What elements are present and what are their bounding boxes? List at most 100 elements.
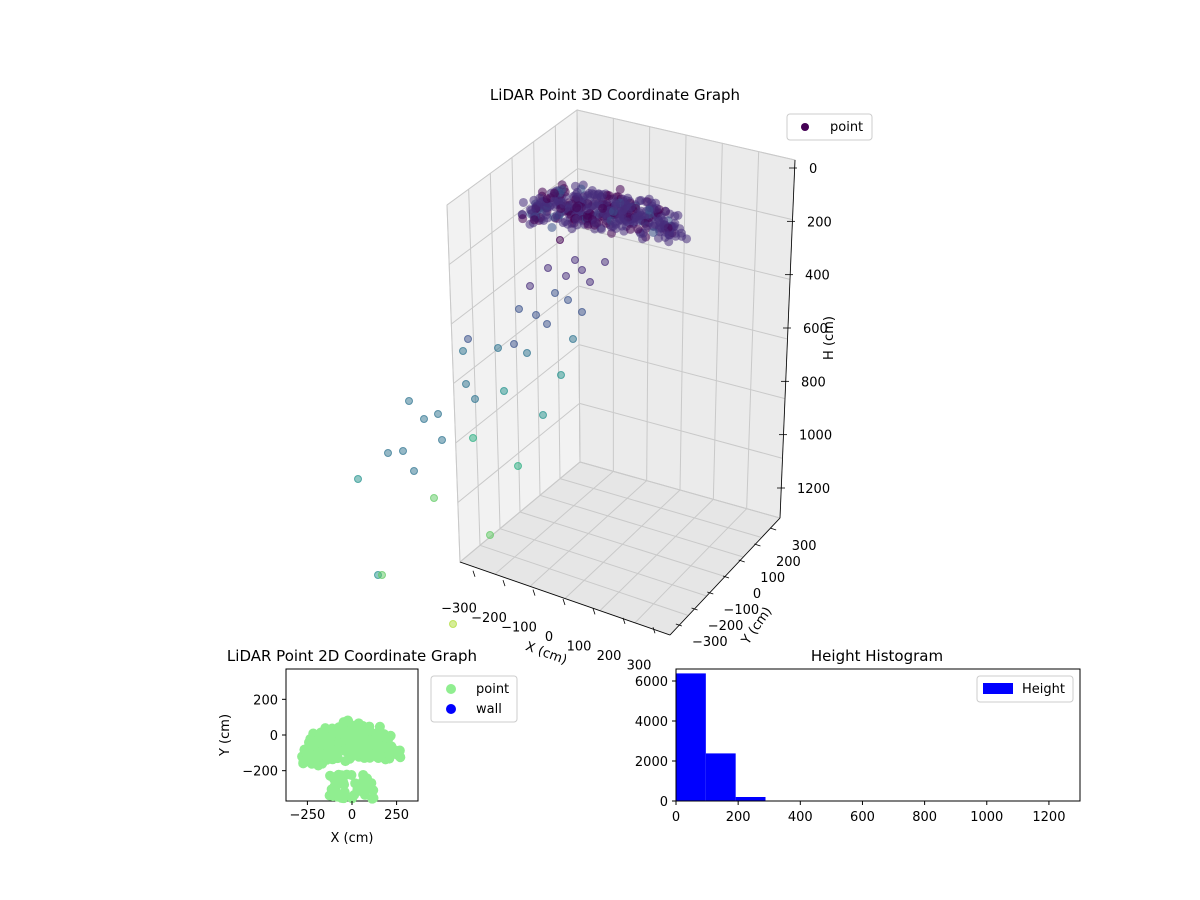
point-3d xyxy=(611,199,621,209)
grid-line-left-v xyxy=(554,125,561,479)
point-3d xyxy=(549,188,559,198)
point-3d xyxy=(653,233,663,243)
z-tick-label: 1000 xyxy=(799,429,832,444)
point-3d xyxy=(636,206,646,216)
point-3d xyxy=(469,434,477,442)
legend-histogram-swatch xyxy=(983,683,1013,694)
y-tick xyxy=(770,527,777,531)
point-3d xyxy=(525,205,535,215)
point-2d xyxy=(321,748,332,759)
y-tick-label-2d: −200 xyxy=(242,765,278,780)
legend-2d-marker-point xyxy=(446,684,456,694)
point-3d xyxy=(648,227,658,237)
legend-histogram-label: Height xyxy=(1022,682,1065,697)
point-2d xyxy=(352,784,363,795)
x-tick-label: −200 xyxy=(471,611,507,626)
point-3d xyxy=(586,278,594,286)
point-3d xyxy=(515,305,523,313)
point-3d xyxy=(547,222,557,232)
point-2d xyxy=(340,744,351,755)
y-tick-label-2d: 200 xyxy=(253,693,278,708)
point-3d xyxy=(641,197,651,207)
point-3d xyxy=(596,224,606,234)
y-tick-label: 200 xyxy=(776,555,801,570)
grid-line-floor-y xyxy=(579,461,781,519)
x-tick-label-2d: 0 xyxy=(348,808,356,823)
point-3d xyxy=(676,228,686,238)
point-3d xyxy=(578,266,586,274)
grid-line-left-h xyxy=(459,461,581,563)
x-tick-label: −300 xyxy=(441,602,477,617)
x-tick xyxy=(502,580,506,587)
legend-histogram: Height xyxy=(976,675,1074,703)
point-2d xyxy=(315,727,326,738)
z-tick-label: 600 xyxy=(803,322,828,337)
point-3d xyxy=(354,475,362,483)
point-3d xyxy=(625,224,635,234)
grid-line-back-v xyxy=(746,151,760,509)
point-3d xyxy=(523,349,531,357)
y-tick-label: −300 xyxy=(692,635,728,650)
legend-2d-label-point: point xyxy=(476,682,509,697)
point-3d xyxy=(654,216,664,226)
point-3d xyxy=(471,395,479,403)
legend-2d-label-wall: wall xyxy=(476,702,502,717)
z-tick-label: 200 xyxy=(807,215,832,230)
pane-back xyxy=(576,109,796,519)
point-3d xyxy=(551,289,559,297)
x-tick xyxy=(562,598,566,606)
point-3d xyxy=(598,190,608,200)
point-3d xyxy=(550,196,560,206)
point-2d xyxy=(380,742,391,753)
point-3d xyxy=(556,236,564,244)
xlabel-2d: X (cm) xyxy=(331,831,374,846)
point-3d xyxy=(518,197,528,207)
point-3d xyxy=(682,234,692,244)
point-3d xyxy=(618,205,628,215)
x-tick-label: 200 xyxy=(597,649,622,664)
y-tick-label-hist: 0 xyxy=(660,795,668,810)
point-3d xyxy=(670,219,680,229)
histogram-bars xyxy=(676,673,796,801)
point-2d xyxy=(337,719,348,730)
point-3d xyxy=(561,217,571,227)
z-tick-label: 800 xyxy=(801,375,826,390)
point-3d xyxy=(557,371,565,379)
point-3d xyxy=(590,218,600,228)
point-2d xyxy=(357,727,368,738)
point-3d xyxy=(438,436,446,444)
point-3d xyxy=(664,237,674,247)
point-3d xyxy=(539,411,547,419)
point-3d xyxy=(462,380,470,388)
point-3d xyxy=(510,340,518,348)
z-axis-line xyxy=(779,159,796,519)
point-2d xyxy=(329,774,340,785)
x-tick-label: 300 xyxy=(627,658,652,673)
point-2d xyxy=(353,749,364,760)
point-3d xyxy=(486,531,494,539)
y-tick xyxy=(707,591,714,595)
x-tick-label-hist: 800 xyxy=(912,810,937,825)
x-tick-label-hist: 0 xyxy=(672,810,680,825)
y-tick-label: 100 xyxy=(760,571,785,586)
point-3d xyxy=(642,221,652,231)
legend-2d-marker-wall xyxy=(446,704,456,714)
point-2d xyxy=(348,724,359,735)
histogram-bar xyxy=(705,753,736,801)
point-2d xyxy=(395,752,406,763)
point-3d xyxy=(571,256,579,264)
point-2d xyxy=(314,748,325,759)
y-tick-label: −100 xyxy=(723,603,759,618)
histogram-title: Height Histogram xyxy=(811,647,943,665)
x-tick xyxy=(592,608,596,615)
z-tick-label: 0 xyxy=(809,162,817,177)
legend-3d-label: point xyxy=(830,120,863,135)
y-tick-label-hist: 6000 xyxy=(635,675,668,690)
y-tick xyxy=(691,607,698,611)
point-2d xyxy=(339,779,350,790)
histogram-axes: 0 200 400 600 800 1000 1200 0 2000 4000 6000 xyxy=(635,675,1066,825)
chart-2d-title: LiDAR Point 2D Coordinate Graph xyxy=(227,647,477,665)
point-3d xyxy=(420,415,428,423)
point-3d xyxy=(652,203,662,213)
